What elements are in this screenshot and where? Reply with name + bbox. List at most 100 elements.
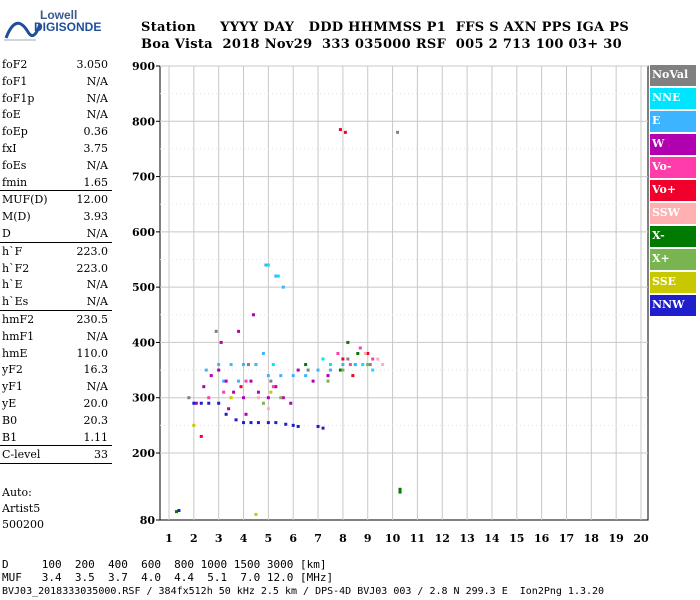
data-point-nnw: [207, 401, 211, 405]
param-value: N/A: [86, 108, 108, 122]
y-tick-label: 800: [132, 115, 155, 128]
param-row: foF1p N/A: [0, 90, 112, 107]
data-point-nnw: [274, 421, 278, 425]
data-point-w: [274, 385, 278, 389]
param-value: N/A: [86, 380, 108, 394]
param-value: 0.36: [83, 125, 109, 139]
data-point-w: [224, 379, 228, 383]
param-label: yF1: [2, 380, 23, 394]
data-point-nnw: [192, 401, 196, 405]
param-value: 1.11: [83, 430, 109, 444]
legend-item: E: [650, 111, 696, 132]
param-value: 12.00: [76, 193, 109, 207]
param-row: foEs N/A: [0, 157, 112, 174]
param-row: yE 20.0: [0, 395, 112, 412]
param-label: yE: [2, 396, 17, 410]
data-point-e: [242, 363, 246, 367]
data-point-ssw: [376, 357, 380, 361]
data-point-x-: [356, 351, 360, 355]
data-point-nnw: [284, 422, 288, 426]
data-point-noval: [346, 357, 350, 361]
param-label: hmF2: [2, 312, 35, 326]
data-point-w: [237, 329, 241, 333]
data-point-e: [328, 368, 332, 372]
data-point-e: [264, 263, 268, 267]
param-value: N/A: [86, 226, 108, 240]
data-point-noval: [214, 329, 218, 333]
x-tick-label: 9: [364, 532, 372, 545]
data-point-nne: [371, 368, 375, 372]
legend-item: NNE: [650, 88, 696, 109]
param-row: hmE 110.0: [0, 345, 112, 362]
param-row: foF1 N/A: [0, 73, 112, 90]
data-point-e: [291, 374, 295, 378]
param-value: 1.65: [83, 175, 109, 189]
legend-item: W: [650, 134, 696, 155]
y-tick-label: 900: [132, 60, 155, 73]
data-point-w: [202, 385, 206, 389]
x-tick-label: 1: [165, 532, 173, 545]
auto-version: 500200: [2, 518, 44, 531]
data-point-ssw: [381, 363, 385, 367]
data-point-e: [261, 351, 265, 355]
param-value: 110.0: [76, 346, 109, 360]
logo-text-digisonde: DIGISONDE: [34, 20, 102, 34]
data-point-e: [316, 368, 320, 372]
data-point-w: [289, 401, 293, 405]
auto-label: Auto:: [2, 486, 32, 499]
data-point-sse: [192, 423, 196, 427]
data-point-noval: [306, 368, 310, 372]
param-row: foF2 3.050: [0, 56, 112, 73]
data-point-nnw: [224, 412, 228, 416]
y-tick-label: 500: [132, 281, 155, 294]
header-values: Boa Vista 2018 Nov29 333 035000 RSF 005 …: [141, 37, 622, 52]
param-label: hmE: [2, 346, 28, 360]
data-point-e: [304, 374, 308, 378]
data-point-x-: [398, 487, 402, 491]
data-point-noval: [269, 379, 273, 383]
param-value: 16.3: [83, 363, 109, 377]
data-point-w: [266, 396, 270, 400]
data-point-e: [266, 374, 270, 378]
param-row: h`Es N/A: [0, 293, 112, 310]
x-tick-label: 20: [633, 532, 649, 545]
data-point-nne: [321, 357, 325, 361]
x-tick-label: 12: [435, 532, 450, 545]
param-row: foEp 0.36: [0, 123, 112, 140]
param-row: h`F 223.0: [0, 241, 112, 260]
data-point-x-: [338, 368, 342, 372]
param-value: N/A: [86, 278, 108, 292]
param-value: N/A: [86, 74, 108, 88]
param-label: h`Es: [2, 295, 29, 309]
data-point-nnw: [296, 424, 300, 428]
data-point-w: [296, 368, 300, 372]
legend-item: Vo-: [650, 157, 696, 178]
data-point-vo-: [239, 385, 243, 389]
param-row: M(D) 3.93: [0, 208, 112, 225]
data-point-nnw: [234, 418, 238, 422]
param-row: yF1 N/A: [0, 378, 112, 395]
x-tick-label: 8: [339, 532, 347, 545]
data-point-ssw: [363, 351, 367, 355]
param-value: 223.0: [76, 244, 109, 258]
param-label: foF2: [2, 58, 28, 71]
legend-item: SSE: [650, 272, 696, 293]
data-point-nnw: [321, 426, 325, 430]
data-point-w: [242, 396, 246, 400]
data-point-nne: [361, 363, 365, 367]
data-point-w: [209, 374, 213, 378]
data-point-nnw: [177, 509, 181, 513]
data-point-vo-: [366, 351, 370, 355]
data-point-e: [222, 379, 226, 383]
data-point-w: [232, 390, 236, 394]
data-point-e: [237, 379, 241, 383]
param-row: hmF1 N/A: [0, 328, 112, 345]
data-point-vo-: [351, 374, 355, 378]
data-point-e: [217, 363, 221, 367]
data-point-vo-: [341, 357, 345, 361]
data-point-vo-: [343, 130, 347, 134]
data-point-sse: [254, 512, 258, 516]
param-label: B0: [2, 413, 18, 427]
param-row: C-level 33: [0, 445, 112, 463]
legend: NoVal NNE E W Vo- Vo+ SSW X- X+ SSE NNW: [650, 65, 696, 318]
